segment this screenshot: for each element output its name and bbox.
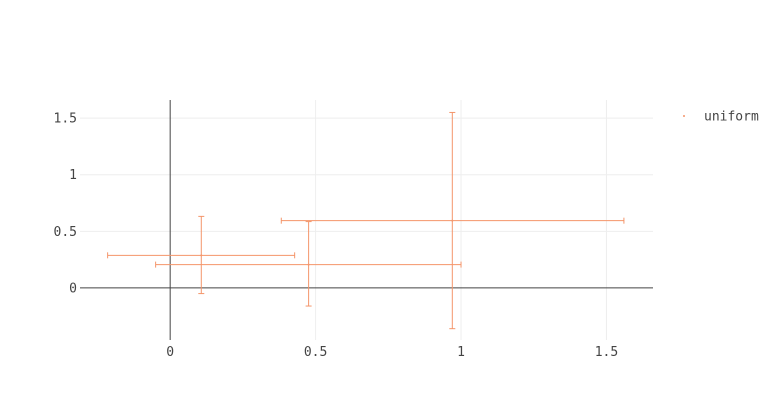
x-tick-label: 1.5 [595,345,618,360]
point-marker [307,263,310,266]
grid-layer [80,100,653,340]
y-tick-label: 1.5 [54,112,77,127]
x-tick-label: 1 [457,345,465,360]
data-point [155,221,462,307]
data-point [280,111,625,330]
x-tick-label: 0 [166,345,174,360]
zero-lines [80,100,653,340]
data-layer [107,111,625,330]
tick-labels: 0 0.5 1 1.5 0 0.5 1 1.5 [54,112,619,360]
legend-marker [683,115,685,117]
y-tick-label: 0 [69,281,77,296]
x-tick-label: 0.5 [304,345,327,360]
legend-label: uniform [704,110,759,125]
y-tick-label: 0.5 [54,225,77,240]
point-marker [200,254,203,257]
legend-item[interactable]: uniform [683,110,759,125]
y-tick-label: 1 [69,168,77,183]
point-marker [451,219,454,222]
legend[interactable]: uniform [683,110,759,125]
data-point [107,215,296,295]
